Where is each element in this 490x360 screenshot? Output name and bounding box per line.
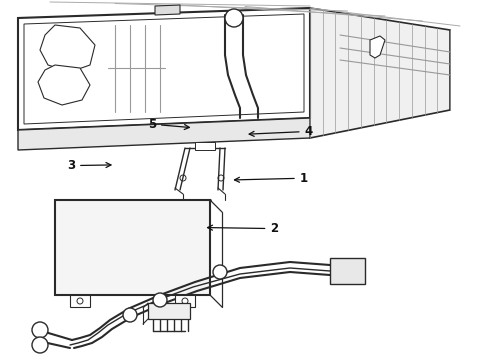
Circle shape [123, 308, 137, 322]
Polygon shape [155, 5, 180, 15]
Polygon shape [55, 200, 210, 295]
Text: 1: 1 [235, 172, 308, 185]
Circle shape [153, 293, 167, 307]
Circle shape [32, 322, 48, 338]
Polygon shape [70, 295, 90, 307]
Circle shape [32, 337, 48, 353]
Polygon shape [370, 36, 385, 58]
Text: 4: 4 [249, 125, 313, 138]
Text: 2: 2 [208, 222, 278, 235]
Polygon shape [175, 295, 195, 307]
Polygon shape [18, 118, 310, 150]
Text: 5: 5 [148, 118, 190, 131]
Polygon shape [330, 258, 365, 284]
Circle shape [225, 9, 243, 27]
Text: 3: 3 [67, 159, 111, 172]
Polygon shape [310, 8, 450, 138]
Polygon shape [40, 25, 95, 72]
Circle shape [213, 265, 227, 279]
Polygon shape [38, 65, 90, 105]
Polygon shape [148, 303, 190, 319]
Polygon shape [18, 8, 310, 130]
Polygon shape [195, 142, 215, 150]
